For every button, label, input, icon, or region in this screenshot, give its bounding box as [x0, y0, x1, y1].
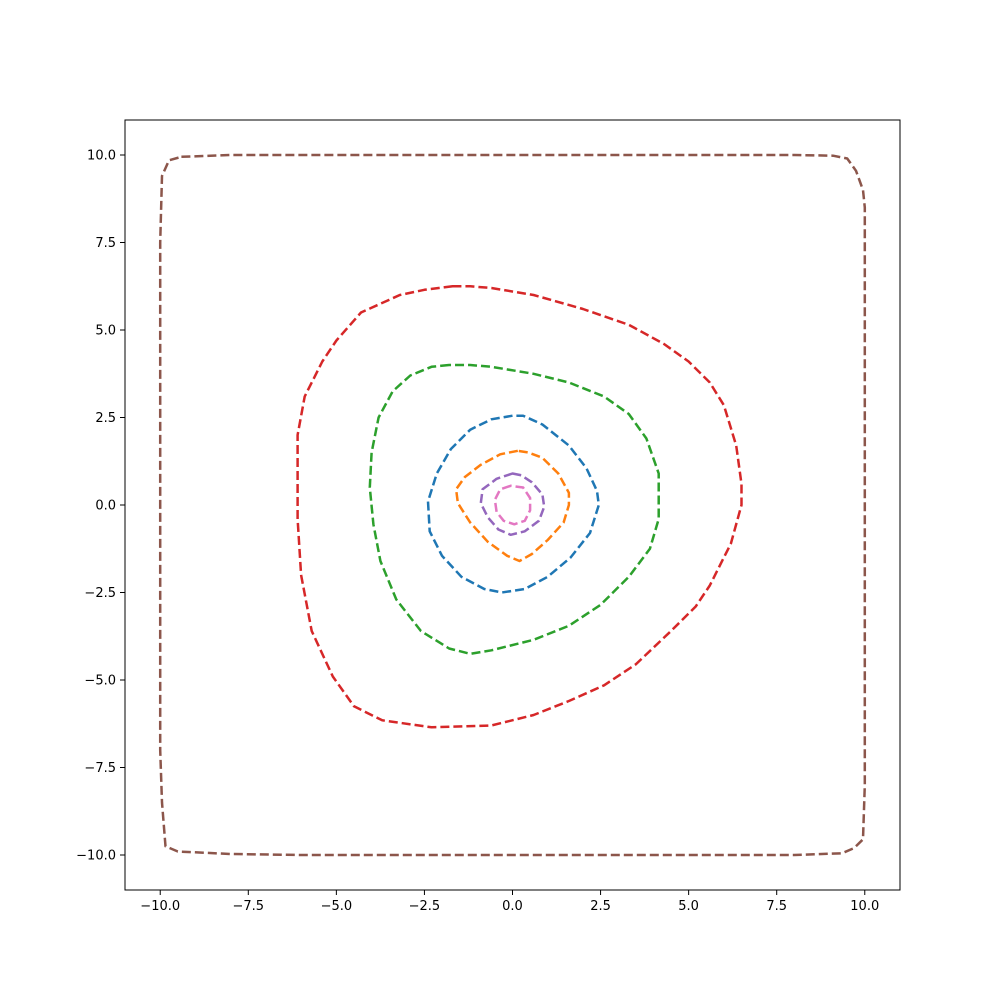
axes-background: [125, 120, 900, 890]
contour-line-3: [368, 363, 660, 656]
y-tick-label: 10.0: [87, 149, 116, 164]
x-tick-label: 7.5: [766, 899, 787, 914]
contour-line-4: [296, 285, 743, 729]
x-tick-label: −5.0: [321, 899, 353, 914]
contour-line-2: [454, 449, 571, 563]
y-tick-label: 5.0: [95, 324, 116, 339]
y-tick-label: 0.0: [95, 499, 116, 514]
x-tick-label: 2.5: [590, 899, 611, 914]
x-tick-label: −10.0: [140, 899, 180, 914]
contour-line-7: [493, 484, 532, 526]
y-axis: −10.0 −7.5 −5.0 −2.5 0.0 2.5 5.0 7.5 10.0: [76, 149, 125, 864]
x-tick-label: 5.0: [678, 899, 699, 914]
y-tick-label: −2.5: [84, 586, 116, 601]
plot-area: [124, 119, 901, 891]
y-tick-label: −10.0: [76, 849, 116, 864]
x-tick-label: −2.5: [409, 899, 441, 914]
x-tick-label: 10.0: [850, 899, 879, 914]
y-tick-label: −7.5: [84, 761, 116, 776]
contour-line-1: [426, 414, 601, 594]
series-layer: [158, 153, 867, 857]
y-tick-label: 2.5: [95, 411, 116, 426]
x-axis: −10.0 −7.5 −5.0 −2.5 0.0 2.5 5.0 7.5 10.0: [140, 890, 879, 914]
y-tick-label: 7.5: [95, 236, 116, 251]
x-tick-label: −7.5: [233, 899, 265, 914]
y-tick-label: −5.0: [84, 674, 116, 689]
contour-line-6: [158, 153, 867, 857]
x-tick-label: 0.0: [502, 899, 523, 914]
